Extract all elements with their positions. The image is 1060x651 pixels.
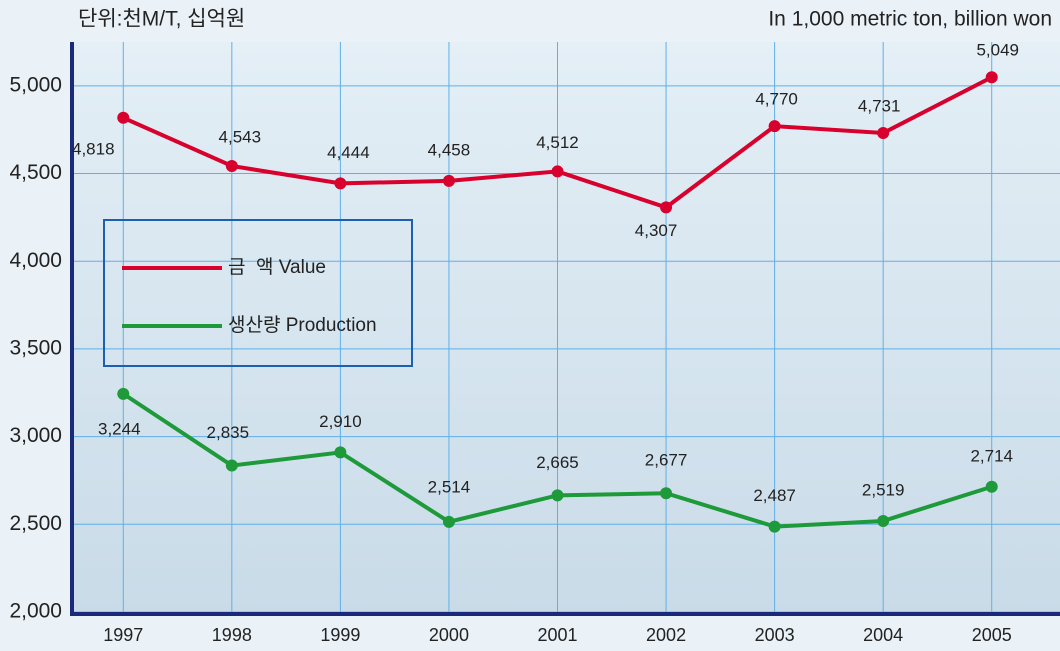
point [117,111,130,124]
point [660,487,673,500]
y-tick-label: 2,500 [9,512,62,535]
data-label: 2,835 [207,423,250,442]
legend-label: 생산량 Production [228,314,377,336]
data-label: 4,307 [635,221,678,240]
data-label: 4,731 [858,97,901,116]
point [442,515,455,528]
y-tick-label: 3,500 [9,336,62,359]
x-tick-label: 2003 [755,625,795,645]
y-tick-label: 2,000 [9,600,62,623]
data-label: 4,512 [536,133,579,152]
point [877,127,890,140]
data-label: 2,677 [645,451,688,470]
x-tick-label: 2000 [429,625,469,645]
unit-label-en: In 1,000 metric ton, billion won [768,8,1052,31]
x-tick-label: 1997 [103,625,143,645]
legend-label: 금 액 Value [228,256,326,278]
y-tick-label: 4,500 [9,161,62,184]
unit-label-ko: 단위:천M/T, 십억원 [78,8,245,31]
x-tick-label: 2002 [646,625,686,645]
data-label: 2,519 [862,480,905,499]
data-label: 4,543 [219,127,262,146]
y-tick-label: 5,000 [9,73,62,96]
data-label: 3,244 [98,419,141,438]
y-tick-label: 3,000 [9,424,62,447]
point [225,459,238,472]
data-label: 5,049 [976,41,1019,60]
point [551,165,564,178]
point [877,514,890,527]
data-label: 4,770 [755,90,798,109]
x-tick-label: 2005 [972,625,1012,645]
point [768,120,781,133]
y-tick-label: 4,000 [9,249,62,272]
point [985,480,998,493]
point [442,174,455,187]
data-label: 2,714 [970,446,1013,465]
data-label: 4,458 [428,140,471,159]
x-tick-label: 2001 [537,625,577,645]
x-tick-label: 2004 [863,625,903,645]
point [334,177,347,190]
point [660,201,673,214]
legend-box [103,219,413,367]
data-label: 4,818 [72,139,115,158]
data-label: 4,444 [327,143,370,162]
point [768,520,781,533]
data-label: 2,665 [536,453,579,472]
data-label: 2,487 [753,486,796,505]
x-tick-label: 1998 [212,625,252,645]
data-label: 2,514 [428,477,471,496]
point [225,159,238,172]
point [117,387,130,400]
x-tick-label: 1999 [320,625,360,645]
data-label: 2,910 [319,412,362,431]
point [334,446,347,459]
point [551,489,564,502]
point [985,71,998,84]
